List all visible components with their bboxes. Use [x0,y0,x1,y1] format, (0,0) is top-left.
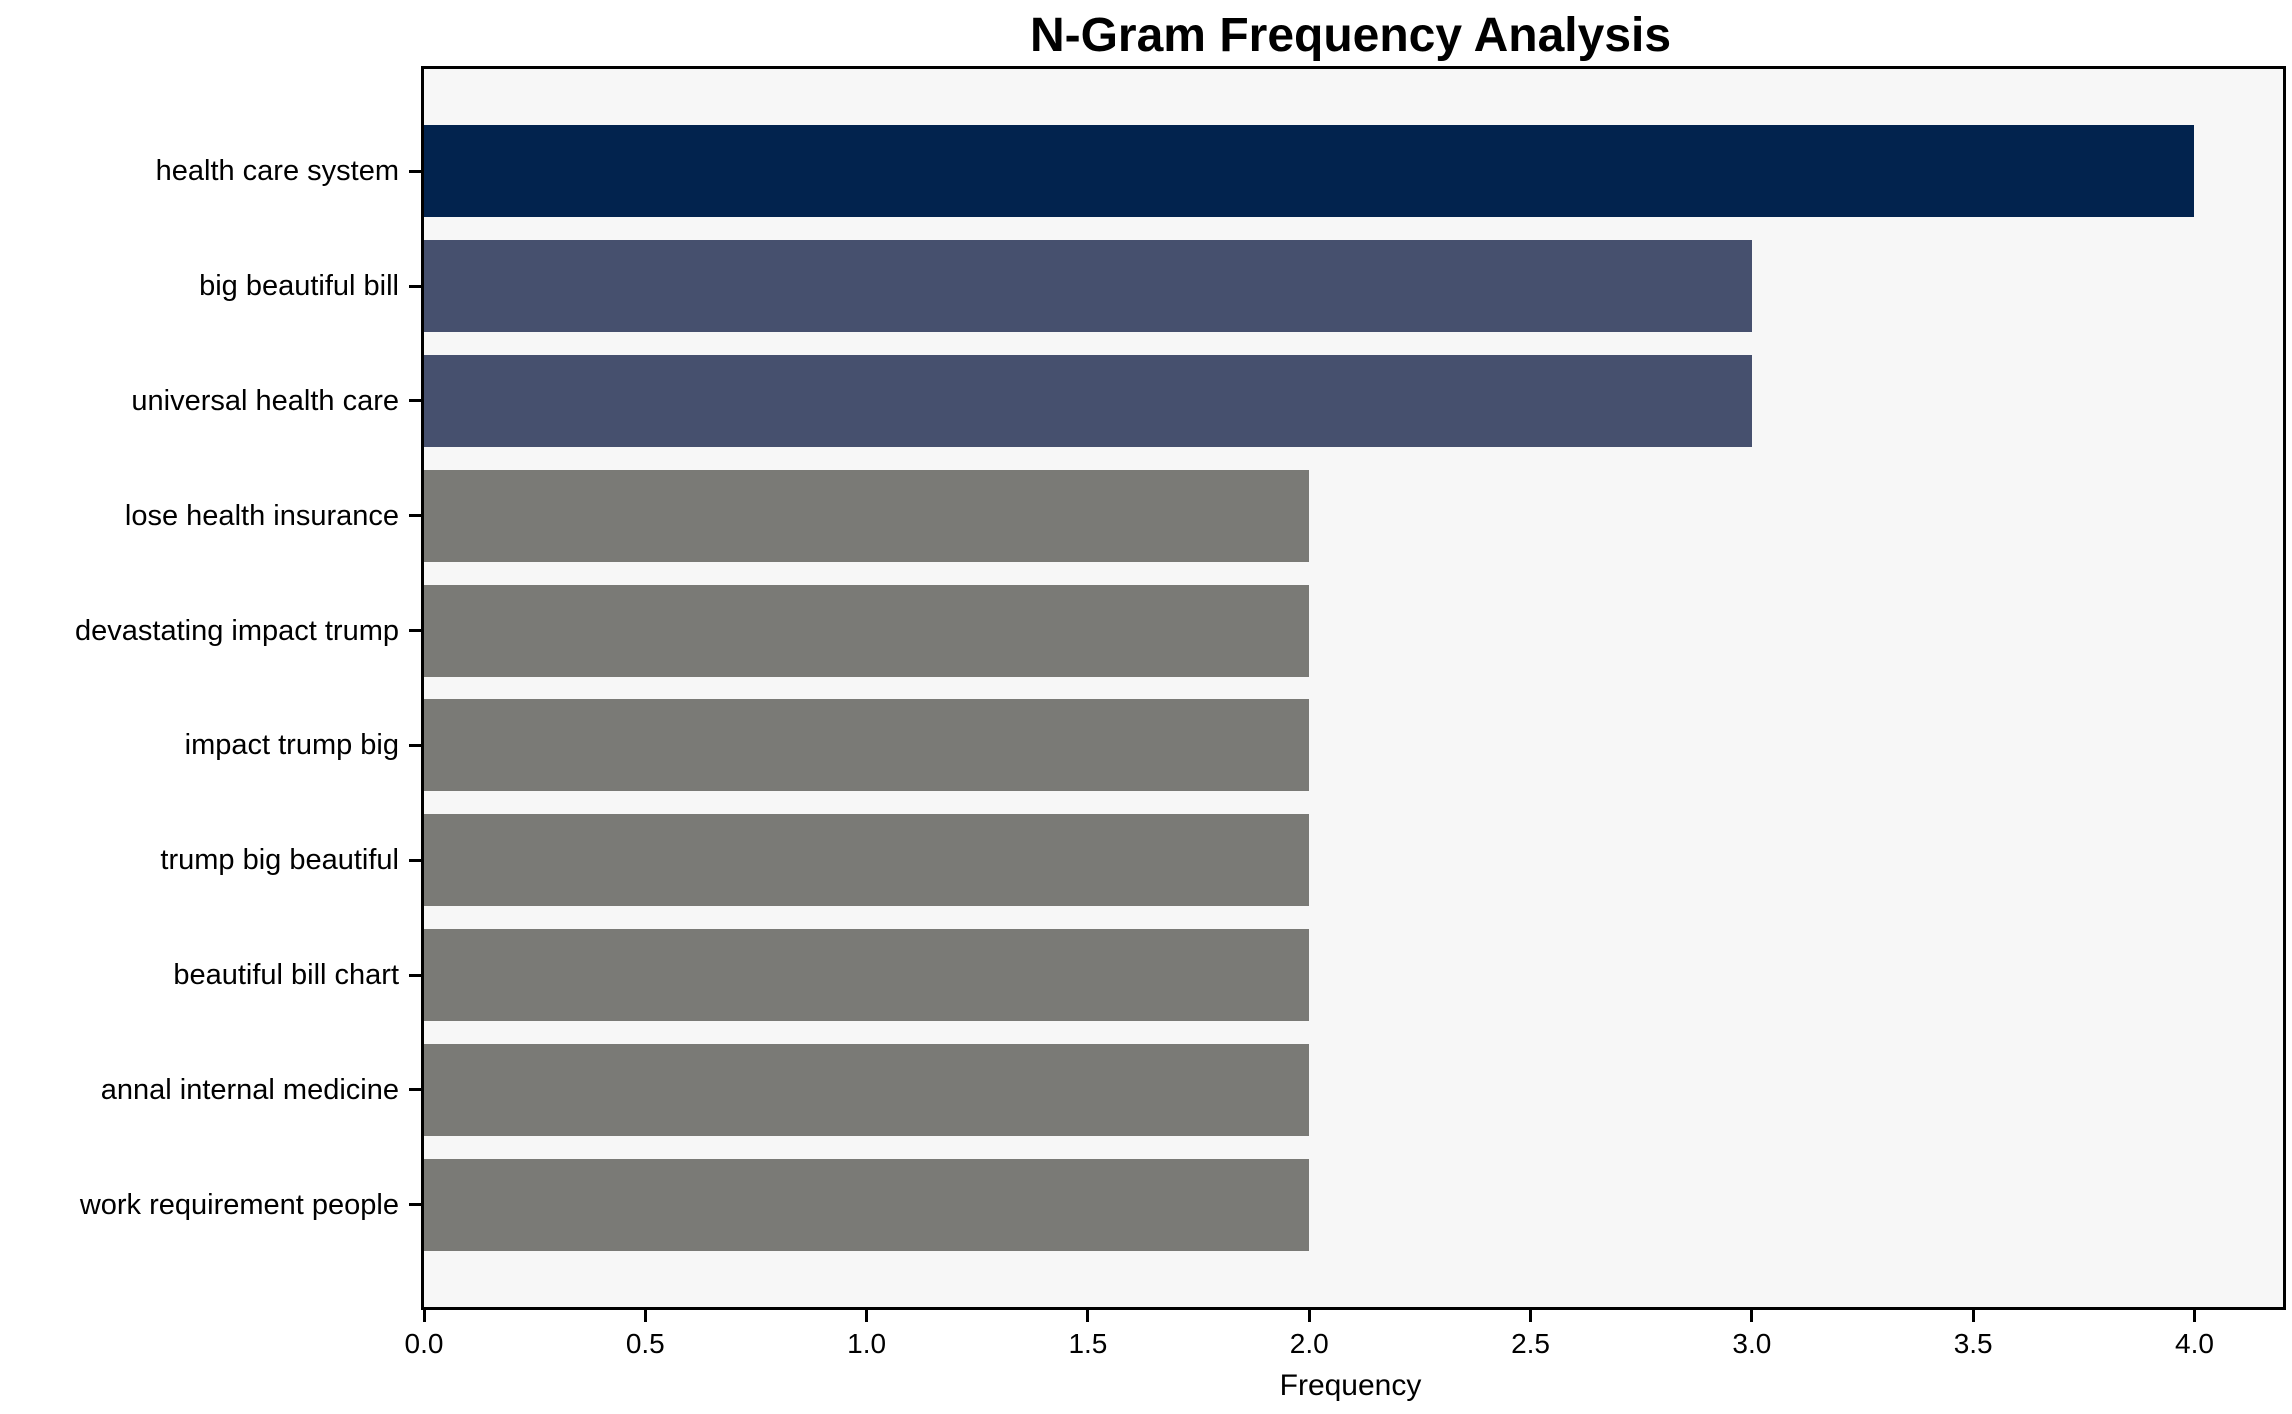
x-tick-label-4.0: 4.0 [2175,1328,2214,1359]
y-tick-label-universal-health-care: universal health care [131,384,399,417]
y-tick-label-work-requirement-people: work requirement people [79,1188,399,1221]
y-tick-label-trump-big-beautiful: trump big beautiful [160,844,399,877]
bar-health-care-system [424,125,2195,218]
y-tick-mark [409,629,421,633]
y-tick-label-big-beautiful-bill: big beautiful bill [199,270,399,303]
x-tick-mark [1750,1310,1754,1322]
bar-annal-internal-medicine [424,1044,1310,1136]
y-tick-label-beautiful-bill-chart: beautiful bill chart [173,959,399,992]
y-tick-mark [409,1203,421,1207]
y-tick-mark [409,973,421,977]
bar-devastating-impact-trump [424,584,1310,677]
x-tick-label-2.0: 2.0 [1289,1328,1329,1359]
bar-universal-health-care [424,354,1752,447]
x-tick-label-2.5: 2.5 [1511,1328,1551,1359]
x-tick-label-3.0: 3.0 [1732,1328,1772,1359]
x-tick-label-0.0: 0.0 [404,1328,444,1359]
x-axis-label: Frequency [1279,1369,1422,1402]
bar-lose-health-insurance [424,469,1310,562]
y-tick-mark [409,399,421,403]
y-tick-mark [409,284,421,288]
bar-trump-big-beautiful [424,814,1310,907]
bar-big-beautiful-bill [424,240,1752,332]
x-tick-mark [865,1310,869,1322]
x-tick-mark [1529,1310,1533,1322]
x-tick-mark [2192,1310,2196,1322]
bar-impact-trump-big [424,699,1310,792]
x-tick-label-3.5: 3.5 [1953,1328,1993,1359]
x-tick-label-1.0: 1.0 [847,1328,887,1359]
x-tick-mark [1086,1310,1090,1322]
y-tick-mark [409,858,421,862]
x-tick-label-0.5: 0.5 [625,1328,665,1359]
x-tick-mark [643,1310,647,1322]
y-tick-mark [409,1088,421,1092]
y-tick-label-impact-trump-big: impact trump big [184,729,399,762]
chart-title: N-Gram Frequency Analysis [1029,9,1672,62]
x-tick-mark [1307,1310,1311,1322]
y-tick-mark [409,169,421,173]
y-tick-mark [409,514,421,518]
y-tick-mark [409,743,421,747]
x-tick-mark [1971,1310,1975,1322]
bar-beautiful-bill-chart [424,929,1310,1022]
x-tick-mark [422,1310,426,1322]
x-tick-label-1.5: 1.5 [1068,1328,1108,1359]
y-tick-label-devastating-impact-trump: devastating impact trump [75,614,399,647]
bar-work-requirement-people [424,1158,1310,1251]
y-tick-label-health-care-system: health care system [155,155,399,188]
plot-area [421,66,2286,1310]
y-tick-label-annal-internal-medicine: annal internal medicine [100,1073,399,1106]
y-tick-label-lose-health-insurance: lose health insurance [124,499,399,532]
